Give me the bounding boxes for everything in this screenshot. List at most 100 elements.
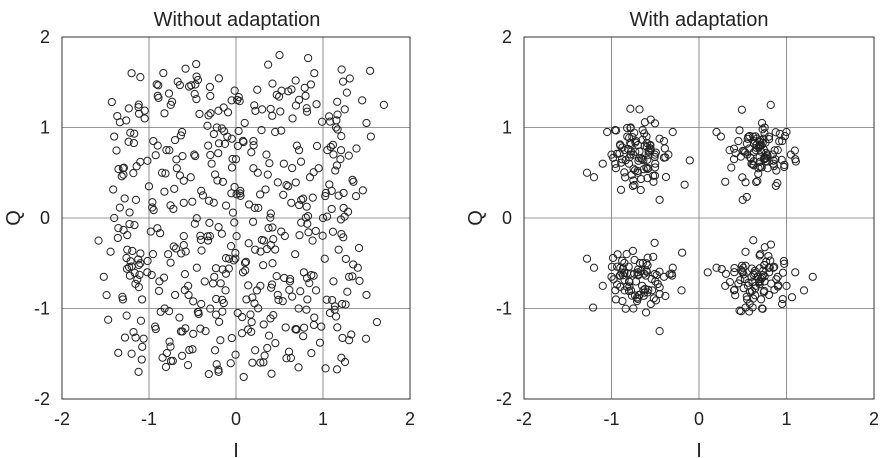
scatter-point: [611, 159, 620, 168]
y-tick-label: 1: [502, 118, 512, 138]
scatter-point: [626, 104, 635, 113]
scatter-points: [94, 51, 388, 382]
scatter-point: [205, 218, 214, 227]
scatter-point: [228, 154, 237, 164]
scatter-point: [220, 127, 229, 136]
scatter-point: [265, 159, 274, 168]
scatter-point: [623, 144, 633, 154]
scatter-point: [203, 121, 212, 130]
scatter-point: [135, 270, 144, 279]
scatter-point: [206, 150, 215, 160]
scatter-point: [627, 170, 636, 179]
scatter-point: [151, 151, 160, 160]
scatter-point: [240, 118, 249, 128]
scatter-point: [159, 68, 168, 78]
scatter-point: [312, 100, 321, 109]
scatter-point: [125, 208, 134, 217]
scatter-point: [331, 312, 341, 321]
scatter-point: [260, 351, 269, 360]
scatter-point: [640, 118, 649, 127]
scatter-point: [233, 95, 242, 105]
scatter-point: [337, 132, 346, 141]
scatter-point: [616, 185, 626, 194]
scatter-point: [183, 361, 193, 370]
scatter-point: [612, 126, 621, 135]
scatter-point: [231, 254, 240, 263]
scatter-point: [299, 194, 308, 203]
scatter-point: [317, 322, 326, 331]
scatter-point: [348, 175, 357, 184]
scatter-point: [766, 100, 775, 109]
scatter-point: [134, 100, 143, 109]
scatter-point: [780, 162, 789, 172]
scatter-point: [136, 157, 145, 166]
scatter-point: [176, 131, 185, 140]
scatter-point: [716, 132, 725, 141]
y-tick-labels: -2 -1 0 1 2: [34, 27, 50, 409]
scatter-point: [232, 190, 241, 199]
scatter-point: [582, 168, 592, 177]
scatter-point: [782, 281, 791, 290]
y-tick-label: 2: [40, 27, 50, 47]
scatter-point: [166, 201, 175, 210]
scatter-point: [134, 103, 143, 112]
scatter-point: [230, 86, 239, 95]
scatter-point: [211, 264, 221, 273]
scatter-point: [169, 242, 178, 251]
scatter-point: [223, 108, 233, 117]
scatter-point: [161, 169, 170, 178]
scatter-point: [303, 295, 312, 304]
scatter-point: [131, 333, 140, 342]
scatter-point: [598, 159, 607, 168]
y-tick-label: 1: [40, 118, 50, 138]
scatter-point: [749, 236, 758, 245]
scatter-point: [661, 291, 670, 301]
scatter-point: [214, 149, 223, 158]
scatter-point: [227, 134, 236, 143]
scatter-point: [221, 286, 230, 295]
scatter-point: [641, 308, 651, 317]
scatter-point: [749, 161, 758, 170]
scatter-point: [214, 222, 223, 232]
scatter-point: [137, 355, 146, 364]
scatter-point: [358, 96, 367, 105]
scatter-point: [114, 224, 123, 233]
scatter-point: [164, 89, 174, 98]
scatter-point: [757, 141, 766, 150]
scatter-point: [322, 212, 332, 221]
scatter-point: [136, 73, 145, 82]
scatter-point: [618, 143, 627, 152]
scatter-point: [239, 137, 248, 147]
scatter-point: [124, 137, 133, 146]
scatter-point: [372, 317, 382, 327]
scatter-point: [147, 270, 156, 280]
scatter-point: [210, 272, 219, 281]
scatter-point: [760, 129, 769, 138]
scatter-point: [241, 266, 250, 275]
scatter-point: [639, 165, 648, 174]
scatter-point: [635, 105, 644, 114]
scatter-point: [160, 109, 169, 118]
scatter-point: [655, 327, 664, 336]
scatter-point: [808, 272, 817, 281]
scatter-point: [233, 141, 242, 151]
scatter-point: [625, 277, 634, 287]
scatter-point: [232, 232, 241, 241]
scatter-point: [643, 165, 652, 174]
scatter-point: [661, 153, 670, 162]
scatter-point: [158, 353, 167, 362]
scatter-point: [297, 195, 306, 204]
scatter-point: [305, 173, 315, 182]
scatter-point: [156, 229, 165, 238]
scatter-point: [274, 92, 284, 101]
scatter-point: [337, 229, 346, 239]
scatter-point: [212, 123, 221, 132]
scatter-point: [607, 262, 617, 271]
scatter-point: [129, 138, 138, 148]
scatter-point: [218, 177, 228, 186]
scatter-point: [338, 333, 347, 343]
scatter-point: [120, 194, 129, 203]
scatter-point: [114, 348, 123, 357]
scatter-point: [104, 315, 113, 324]
scatter-point: [261, 185, 270, 194]
